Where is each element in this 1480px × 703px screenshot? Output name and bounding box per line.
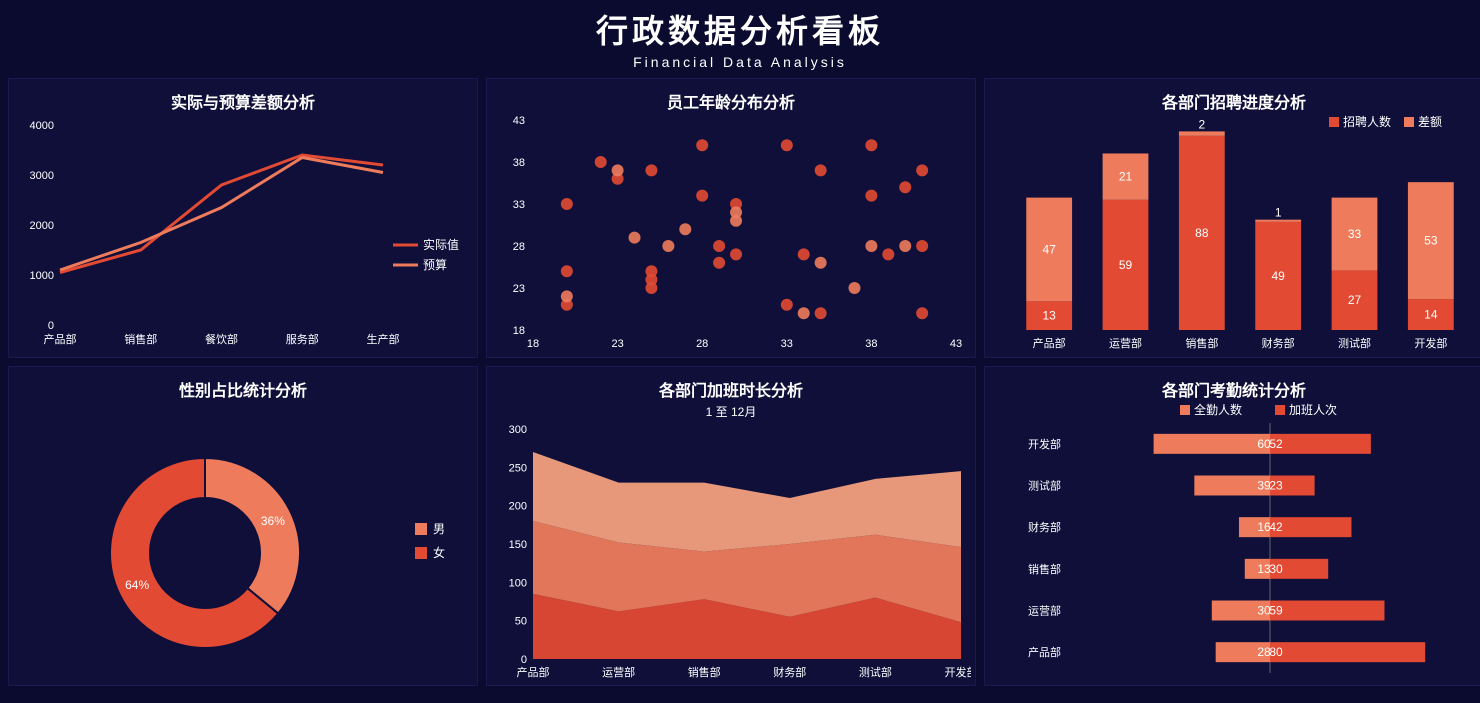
svg-text:36%: 36% [261,514,285,528]
svg-text:产品部: 产品部 [1033,336,1066,350]
svg-text:27: 27 [1348,293,1362,307]
svg-text:43: 43 [950,338,962,350]
svg-text:生产部: 生产部 [367,332,400,346]
svg-text:18: 18 [527,338,539,350]
svg-text:2: 2 [1198,117,1205,131]
svg-text:18: 18 [513,325,525,337]
chart-grid: 实际与预算差额分析 01000200030004000产品部销售部餐饮部服务部生… [0,74,1480,690]
svg-text:测试部: 测试部 [859,665,892,679]
svg-text:加班人次: 加班人次 [1289,403,1337,417]
svg-text:1: 1 [1275,206,1282,220]
svg-text:女: 女 [433,545,445,560]
svg-text:42: 42 [1269,520,1283,534]
svg-text:1000: 1000 [30,270,54,282]
page-subtitle: Financial Data Analysis [0,54,1480,70]
stacked-bar-title: 各部门招聘进度分析 [991,89,1477,113]
svg-text:实际值: 实际值 [423,237,459,252]
diverging-bar-title: 各部门考勤统计分析 [991,377,1477,401]
svg-text:2000: 2000 [30,220,54,232]
svg-text:差额: 差额 [1418,115,1442,129]
svg-text:财务部: 财务部 [1028,520,1061,534]
svg-text:测试部: 测试部 [1028,479,1061,493]
svg-text:测试部: 测试部 [1338,336,1371,350]
svg-text:250: 250 [509,462,527,474]
svg-text:300: 300 [509,424,527,436]
svg-text:38: 38 [865,338,877,350]
svg-text:销售部: 销售部 [1185,336,1218,350]
svg-text:销售部: 销售部 [1028,562,1061,576]
svg-text:3000: 3000 [30,170,54,182]
line-chart-panel: 实际与预算差额分析 0 1000 2000 3000 4000 产品部 销售部 餐饮部 服务部 生… [8,78,478,358]
line-chart: 0 1000 2000 3000 4000 产品部 销售部 餐饮部 服务部 生产部 实际值预算 [15,115,473,355]
svg-text:23: 23 [611,338,623,350]
svg-text:产品部: 产品部 [1028,645,1061,659]
stacked-bar-panel: 各部门招聘进度分析 招聘人数 差额 13 47 产品部 59 21 运营部 88 2 销售部 49 1 财… [984,78,1480,358]
svg-text:30: 30 [1269,562,1283,576]
svg-text:43: 43 [513,115,525,127]
svg-text:23: 23 [513,283,525,295]
area-chart-panel: 各部门加班时长分析 1 至 12月 0 50 100 150 200 250 300 产品部 运… [486,366,976,686]
svg-text:餐饮部: 餐饮部 [205,332,238,346]
svg-text:销售部: 销售部 [124,332,157,346]
svg-text:33: 33 [1348,227,1362,241]
dashboard-header: 行政数据分析看板 Financial Data Analysis [0,0,1480,74]
svg-text:运营部: 运营部 [602,665,635,679]
svg-text:13: 13 [1042,309,1056,323]
svg-text:59: 59 [1269,604,1283,618]
svg-text:全勤人数: 全勤人数 [1194,403,1242,417]
svg-text:47: 47 [1042,242,1056,256]
svg-text:33: 33 [513,199,525,211]
svg-text:64%: 64% [125,578,149,592]
donut-title: 性别占比统计分析 [15,377,471,401]
svg-text:开发部: 开发部 [945,665,972,679]
svg-text:28: 28 [513,241,525,253]
scatter-chart-panel: 员工年龄分布分析 18 23 28 33 38 43 18 23 28 33 38 43 [486,78,976,358]
svg-text:14: 14 [1424,308,1438,322]
svg-text:80: 80 [1269,645,1283,659]
svg-text:200: 200 [509,501,527,513]
svg-text:52: 52 [1269,437,1283,451]
svg-text:33: 33 [781,338,793,350]
svg-text:150: 150 [509,539,527,551]
svg-text:开发部: 开发部 [1028,437,1061,451]
svg-text:运营部: 运营部 [1028,604,1061,618]
svg-text:服务部: 服务部 [286,332,319,346]
svg-text:50: 50 [515,616,527,628]
svg-text:53: 53 [1424,234,1438,248]
svg-text:88: 88 [1195,226,1209,240]
donut-chart: 36% 64% 男女 [15,403,473,683]
stacked-bar-chart: 招聘人数 差额 13 47 产品部 59 21 运营部 88 2 销售部 49 1 财务部 27 33 测试部 1… [991,115,1479,355]
area-chart: 0 50 100 150 200 250 300 产品部 运营部 销售部 财务部 测试部 开发部 [493,424,971,684]
donut-panel: 性别占比统计分析 36% 64% 男女 [8,366,478,686]
svg-text:产品部: 产品部 [517,665,550,679]
diverging-bar-panel: 各部门考勤统计分析 全勤人数加班人次开发部6052测试部3923财务部1642销… [984,366,1480,686]
scatter-chart-title: 员工年龄分布分析 [493,89,969,113]
svg-text:产品部: 产品部 [44,332,77,346]
area-chart-subtitle: 1 至 12月 [493,403,969,420]
svg-text:0: 0 [48,320,54,332]
svg-text:59: 59 [1119,258,1133,272]
svg-text:开发部: 开发部 [1414,336,1447,350]
diverging-bar-chart: 全勤人数加班人次开发部6052测试部3923财务部1642销售部1330运营部3… [991,403,1479,683]
svg-text:财务部: 财务部 [773,665,806,679]
svg-text:销售部: 销售部 [688,665,721,679]
svg-text:预算: 预算 [423,257,447,272]
svg-text:男: 男 [433,522,445,536]
svg-text:招聘人数: 招聘人数 [1343,115,1391,129]
svg-text:23: 23 [1269,479,1283,493]
page-title: 行政数据分析看板 [0,6,1480,52]
svg-text:38: 38 [513,157,525,169]
svg-text:100: 100 [509,577,527,589]
svg-text:财务部: 财务部 [1262,336,1295,350]
svg-text:4000: 4000 [30,120,54,132]
svg-text:运营部: 运营部 [1109,336,1142,350]
svg-text:21: 21 [1119,170,1133,184]
svg-text:0: 0 [521,654,527,666]
svg-text:49: 49 [1271,269,1285,283]
line-chart-title: 实际与预算差额分析 [15,89,471,113]
svg-text:28: 28 [696,338,708,350]
scatter-chart: 18 23 28 33 38 43 18 23 28 33 38 43 [493,115,971,355]
area-chart-title: 各部门加班时长分析 [493,377,969,401]
